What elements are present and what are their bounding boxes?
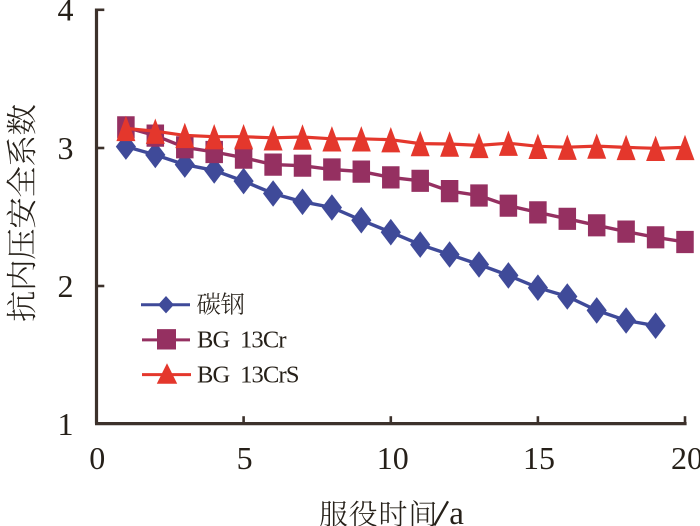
- svg-text:BG 13CrS: BG 13CrS: [197, 361, 300, 388]
- svg-text:2: 2: [58, 268, 74, 304]
- svg-text:20: 20: [671, 440, 700, 476]
- svg-text:5: 5: [237, 440, 253, 476]
- svg-text:10: 10: [377, 440, 409, 476]
- svg-text:15: 15: [523, 440, 555, 476]
- svg-text:4: 4: [58, 0, 74, 28]
- svg-text:1: 1: [58, 406, 74, 442]
- svg-text:BG 13Cr: BG 13Cr: [197, 327, 287, 354]
- svg-text:0: 0: [89, 440, 105, 476]
- svg-text:a: a: [449, 496, 464, 526]
- svg-text:3: 3: [58, 130, 74, 166]
